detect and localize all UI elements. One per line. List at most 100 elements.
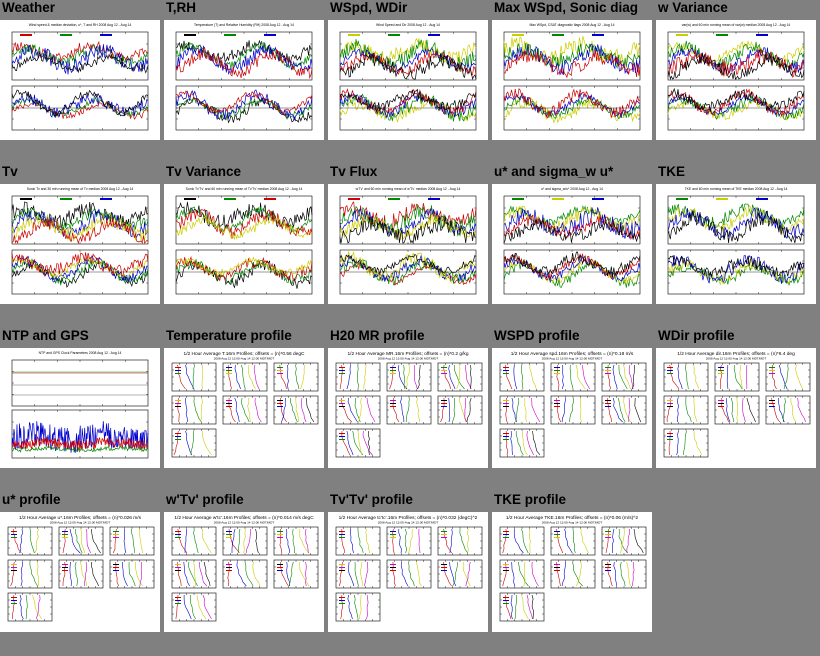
profile-line [464, 397, 467, 423]
plot-thumbnail-wspd-wdir[interactable]: Wind Speed and Dir 2008 Aug 12 - Aug 14 [328, 20, 488, 140]
profile-line [631, 364, 635, 390]
profile-line [505, 430, 509, 456]
legend-swatch [226, 531, 232, 532]
plot-header: w'Tv' and 60 min running mean of w'Tv' m… [356, 187, 461, 191]
legend-swatch [175, 570, 181, 571]
profile-line [128, 561, 136, 587]
profile-line [29, 561, 38, 587]
plot-thumbnail-u-profile[interactable]: 1/2 Hour Average u*.16m Profiles; offset… [0, 512, 160, 632]
legend-swatch [390, 367, 396, 368]
profile-line [366, 397, 376, 423]
plot-thumbnail-tv-flux[interactable]: w'Tv' and 60 min running mean of w'Tv' m… [328, 184, 488, 304]
profile-line [685, 397, 692, 423]
legend-swatch [605, 367, 611, 368]
profile-line [339, 561, 343, 587]
plot-thumbnail-w-tv-profile[interactable]: 1/2 Hour Average w'tc'.16m Profiles; off… [164, 512, 324, 632]
legend-swatch [175, 406, 181, 407]
profile-line [392, 561, 396, 587]
legend-swatch [11, 564, 17, 565]
profile-line [228, 397, 236, 423]
panel-w-variance: w Variance var(w) and 60 min running mean… [656, 0, 820, 164]
plot-header: 1/2 Hour Average spd.16m Profiles; offse… [511, 351, 634, 357]
plot-thumbnail-wspd-profile[interactable]: 1/2 Hour Average spd.16m Profiles; offse… [492, 348, 652, 468]
profile-line [13, 529, 22, 554]
plot-thumbnail-ntp-and-gps[interactable]: NTP and GPS Clock Parameters 2008 Aug 12… [0, 348, 160, 468]
legend-swatch [339, 406, 345, 407]
legend-swatch [175, 603, 181, 604]
plot-thumbnail-t-rh[interactable]: Temperature (T) and Relative Humidity (R… [164, 20, 324, 140]
panel-title: Temperature profile [166, 328, 292, 343]
profile-line [360, 561, 363, 587]
series-line [667, 254, 805, 284]
legend-swatch [175, 567, 181, 568]
legend-swatch [226, 373, 232, 374]
profile-line [771, 364, 777, 390]
series-line [667, 88, 805, 117]
legend-swatch [224, 198, 236, 200]
plot-thumbnail-w-variance[interactable]: var(w) and 60 min running mean of var(w)… [656, 20, 816, 140]
plot-thumbnail-tv[interactable]: Sonic Tv and 30 min running mean of Tv m… [0, 184, 160, 304]
panel-tv-tv-profile: Tv'Tv' profile 1/2 Hour Average tc'tc'.16… [328, 492, 492, 656]
legend-swatch [769, 400, 775, 401]
series-line [339, 201, 477, 231]
profile-line [465, 364, 472, 390]
legend-swatch [113, 570, 119, 571]
panel-h20-mr-profile: H20 MR profile 1/2 Hour Average MR.16m Pr… [328, 328, 492, 492]
profile-line [404, 528, 407, 554]
plot-thumbnail-temperature-profile[interactable]: 1/2 Hour Average T.16m Profiles; offsets… [164, 348, 324, 468]
plot-thumbnail-weather[interactable]: Wind speed & median deviation, u*, T and… [0, 20, 160, 140]
plot-header: 1/2 Hour Average TKE.16m Profiles; offse… [506, 515, 639, 521]
plot-thumbnail-wdir-profile[interactable]: 1/2 Hour Average dir.16m Profiles; offse… [656, 348, 816, 468]
legend-swatch [390, 534, 396, 535]
profile-line [515, 397, 520, 423]
plot-thumbnail-tke[interactable]: TKE and 60 min running mean of TKE media… [656, 184, 816, 304]
plot-thumbnail-tv-tv-profile[interactable]: 1/2 Hour Average tc'tc'.16m Profiles; of… [328, 512, 488, 632]
profile-line [790, 398, 797, 423]
profile-line [123, 528, 127, 554]
profile-line [185, 430, 193, 456]
profile-line [626, 561, 631, 587]
legend-swatch [503, 436, 509, 437]
plot-header: 1/2 Hour Average T.16m Profiles; offsets… [184, 351, 305, 357]
plot-image: Max WSpd, CSAT diagnostic flags 2008 Aug… [503, 23, 641, 131]
plot-thumbnail-tv-variance[interactable]: Sonic Tv'Tv' and 60 min running mean of … [164, 184, 324, 304]
legend-swatch [339, 570, 345, 571]
profile-line [10, 561, 15, 587]
legend-swatch [339, 433, 345, 434]
profile-line [32, 594, 43, 620]
legend-swatch [277, 370, 283, 371]
profile-line [618, 528, 629, 554]
plot-thumbnail-max-wspd-sonic-diag[interactable]: Max WSpd, CSAT diagnostic flags 2008 Aug… [492, 20, 652, 140]
profile-line [279, 528, 283, 554]
profile-line [669, 364, 680, 390]
profile-line [300, 364, 305, 390]
legend-swatch [503, 433, 509, 434]
profile-line [350, 529, 354, 554]
profile-line [462, 561, 471, 587]
plot-thumbnail-h20-mr-profile[interactable]: 1/2 Hour Average MR.16m Profiles; offset… [328, 348, 488, 468]
plot-thumbnail-u-and-sigma-w-u[interactable]: u* and sigma_w/u* 2008 Aug 12 - Aug 14 [492, 184, 652, 304]
profile-line [12, 594, 15, 620]
profile-line [287, 364, 289, 390]
profile-line [85, 528, 91, 554]
legend-swatch [226, 564, 232, 565]
profile-line [502, 561, 507, 587]
legend-swatch [175, 597, 181, 598]
profile-line [720, 397, 729, 423]
profile-line [575, 561, 582, 587]
series-line [503, 43, 641, 76]
panel-wspd-profile: WSPD profile 1/2 Hour Average spd.16m Pro… [492, 328, 656, 492]
profile-line [466, 397, 472, 423]
legend-swatch [277, 537, 283, 538]
profile-line [185, 397, 188, 423]
legend-swatch [390, 570, 396, 571]
plot-thumbnail-tke-profile[interactable]: 1/2 Hour Average TKE.16m Profiles; offse… [492, 512, 652, 632]
legend-swatch [667, 370, 673, 371]
legend-swatch [605, 403, 611, 404]
plot-image: Sonic Tv and 30 min running mean of Tv m… [11, 187, 149, 295]
profile-line [607, 397, 612, 423]
panel-max-wspd-sonic-diag: Max WSpd, Sonic diag Max WSpd, CSAT diagn… [492, 0, 656, 164]
profile-line [289, 397, 298, 423]
legend-swatch [60, 34, 72, 36]
legend-swatch [554, 403, 560, 404]
